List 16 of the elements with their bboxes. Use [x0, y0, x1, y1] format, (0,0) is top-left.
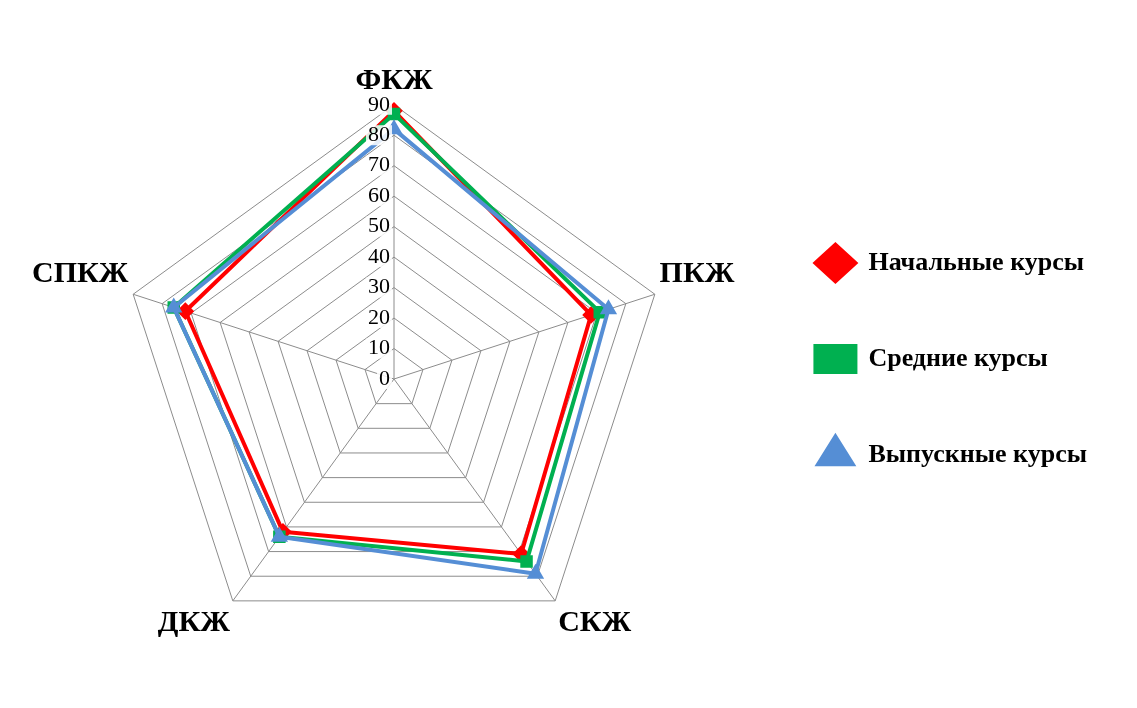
spoke-label: СПКЖ: [31, 255, 129, 289]
spoke-label: ДКЖ: [157, 603, 231, 637]
y-tick-label: 70: [368, 151, 390, 177]
y-tick-label: 20: [368, 303, 390, 329]
legend-label: Начальные курсы: [868, 246, 1085, 276]
y-tick-label: 80: [368, 121, 390, 146]
spoke-label: ПКЖ: [659, 255, 735, 289]
y-tick-label: 60: [368, 181, 390, 207]
y-tick-label: 0: [379, 364, 390, 390]
spoke-label: СКЖ: [558, 603, 632, 637]
y-tick-label: 30: [368, 273, 390, 299]
legend-label: Выпускные курсы: [868, 438, 1087, 468]
y-tick-label: 50: [368, 212, 390, 238]
legend-label: Средние курсы: [868, 342, 1048, 372]
y-tick-label: 40: [368, 242, 390, 268]
y-tick-label: 10: [368, 334, 390, 360]
